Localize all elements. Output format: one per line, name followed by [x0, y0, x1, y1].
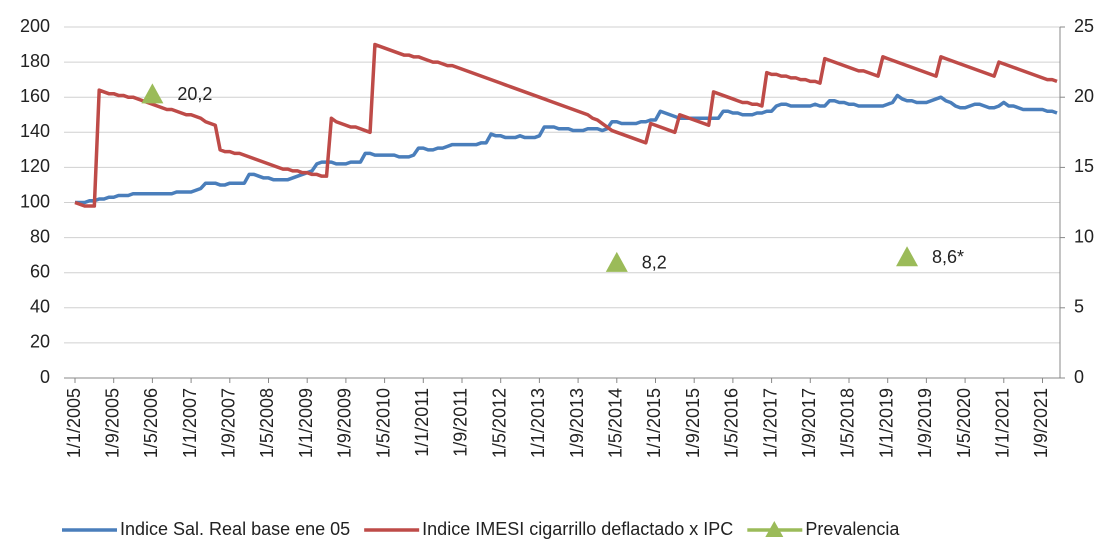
x-tick-label: 1/1/2009 — [296, 388, 316, 458]
data-label: 20,2 — [177, 84, 212, 104]
y-tick-label: 0 — [40, 367, 50, 387]
x-tick-label: 1/5/2014 — [606, 388, 626, 458]
series-line — [75, 93, 1058, 205]
x-tick-label: 1/9/2015 — [683, 388, 703, 458]
series-line — [74, 42, 1058, 208]
prevalence-marker — [141, 83, 164, 104]
x-tick-label: 1/5/2012 — [489, 388, 509, 458]
x-tick-label: 1/1/2015 — [644, 388, 664, 458]
y2-tick-label: 15 — [1074, 156, 1094, 176]
legend-label: Indice IMESI cigarrillo deflactado x IPC — [422, 519, 733, 539]
y-tick-label: 200 — [20, 16, 50, 36]
y-tick-label: 180 — [20, 51, 50, 71]
y2-tick-label: 5 — [1074, 297, 1084, 317]
x-tick-label: 1/9/2021 — [1031, 388, 1051, 458]
x-tick-label: 1/5/2020 — [954, 388, 974, 458]
x-tick-label: 1/1/2017 — [760, 388, 780, 458]
x-tick-label: 1/9/2005 — [102, 388, 122, 458]
x-tick-label: 1/1/2011 — [412, 388, 432, 457]
y-tick-label: 100 — [20, 191, 50, 211]
legend-marker — [765, 521, 784, 537]
y-tick-label: 140 — [20, 121, 50, 141]
y-tick-label: 40 — [30, 297, 50, 317]
x-tick-label: 1/1/2007 — [180, 388, 200, 458]
prevalence-marker — [896, 246, 919, 267]
y2-tick-label: 0 — [1074, 367, 1084, 387]
x-tick-label: 1/5/2018 — [838, 388, 858, 458]
x-tick-label: 1/9/2017 — [799, 388, 819, 458]
x-tick-label: 1/9/2019 — [915, 388, 935, 458]
x-tick-label: 1/1/2019 — [876, 388, 896, 458]
y-tick-label: 60 — [30, 261, 50, 281]
data-label: 8,6* — [932, 247, 964, 267]
legend-label: Indice Sal. Real base ene 05 — [120, 519, 350, 539]
legend-label: Prevalencia — [805, 519, 900, 539]
x-tick-label: 1/9/2011 — [451, 388, 471, 457]
y2-tick-label: 25 — [1074, 16, 1094, 36]
y2-tick-label: 10 — [1074, 226, 1094, 246]
x-tick-label: 1/5/2006 — [141, 388, 161, 458]
y-tick-label: 160 — [20, 86, 50, 106]
x-tick-label: 1/1/2013 — [528, 388, 548, 458]
x-tick-label: 1/5/2010 — [373, 388, 393, 458]
data-label: 8,2 — [642, 253, 667, 273]
x-tick-label: 1/1/2005 — [64, 388, 84, 458]
y-tick-label: 120 — [20, 156, 50, 176]
x-tick-label: 1/9/2013 — [567, 388, 587, 458]
x-tick-label: 1/9/2007 — [219, 388, 239, 458]
x-tick-label: 1/5/2008 — [257, 388, 277, 458]
prevalence-marker — [605, 251, 628, 272]
x-tick-label: 1/5/2016 — [722, 388, 742, 458]
x-tick-label: 1/1/2021 — [993, 388, 1013, 458]
x-tick-label: 1/9/2009 — [335, 388, 355, 458]
y-tick-label: 80 — [30, 226, 50, 246]
y2-tick-label: 20 — [1074, 86, 1094, 106]
y-tick-label: 20 — [30, 332, 50, 352]
